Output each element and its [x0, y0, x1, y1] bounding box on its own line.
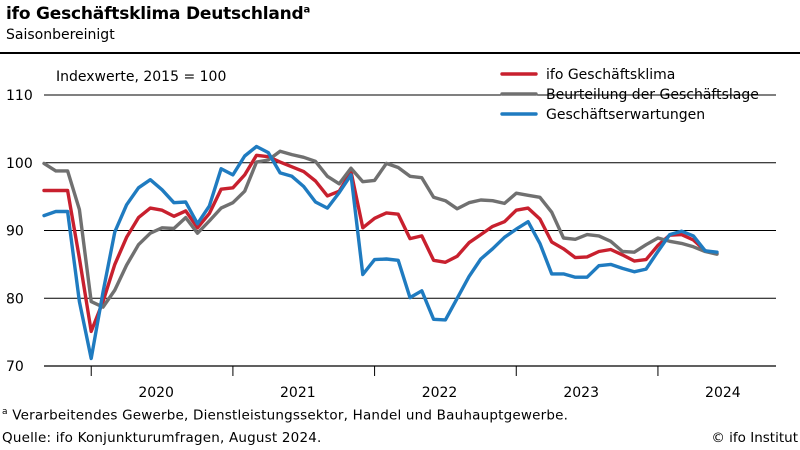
line-chart: 70 80 90 100 110 2020 2021 2022 2023 2024 ifo Ges…	[6, 67, 776, 400]
axes: 70 80 90 100 110 2020 2021 2022 2023 2024	[6, 88, 776, 400]
title-text: ifo Geschäftsklima Deutschland	[6, 4, 304, 24]
legend-label: ifo Geschäftsklima	[546, 67, 675, 83]
series-lines	[42, 144, 719, 361]
footnote: a Verarbeitendes Gewerbe, Dienstleistung…	[2, 407, 568, 424]
copyright-notice: © ifo Institut	[711, 430, 798, 446]
y-tick-label: 70	[6, 359, 24, 375]
series-line	[42, 144, 719, 361]
chart-annotation: Indexwerte, 2015 = 100	[56, 69, 226, 85]
y-tick-label: 100	[6, 156, 33, 172]
footnote-text: Verarbeitendes Gewerbe, Dienstleistungss…	[12, 407, 569, 424]
series-line	[42, 153, 719, 334]
title-footnote-marker: a	[303, 4, 311, 16]
series-line	[42, 149, 719, 309]
x-tick-label: 2021	[280, 385, 316, 400]
y-tick-label: 80	[6, 291, 24, 307]
chart-subtitle: Saisonbereinigt	[6, 27, 115, 43]
y-tick-label: 110	[6, 88, 33, 104]
title-divider	[0, 52, 800, 54]
grid-lines	[44, 94, 776, 299]
legend: ifo Geschäftsklima Beurteilung der Geschä…	[500, 67, 759, 123]
x-tick-label: 2024	[705, 385, 741, 400]
x-tick-label: 2023	[563, 385, 599, 400]
legend-label: Beurteilung der Geschäftslage	[546, 87, 759, 103]
source-note: Quelle: ifo Konjunkturumfragen, August 2…	[2, 430, 322, 446]
footnote-marker: a	[2, 407, 8, 417]
legend-label: Geschäftserwartungen	[546, 107, 705, 123]
x-tick-label: 2020	[138, 385, 174, 400]
y-tick-label: 90	[6, 224, 24, 240]
chart-title: ifo Geschäftsklima Deutschlanda	[6, 4, 310, 24]
x-tick-label: 2022	[422, 385, 458, 400]
